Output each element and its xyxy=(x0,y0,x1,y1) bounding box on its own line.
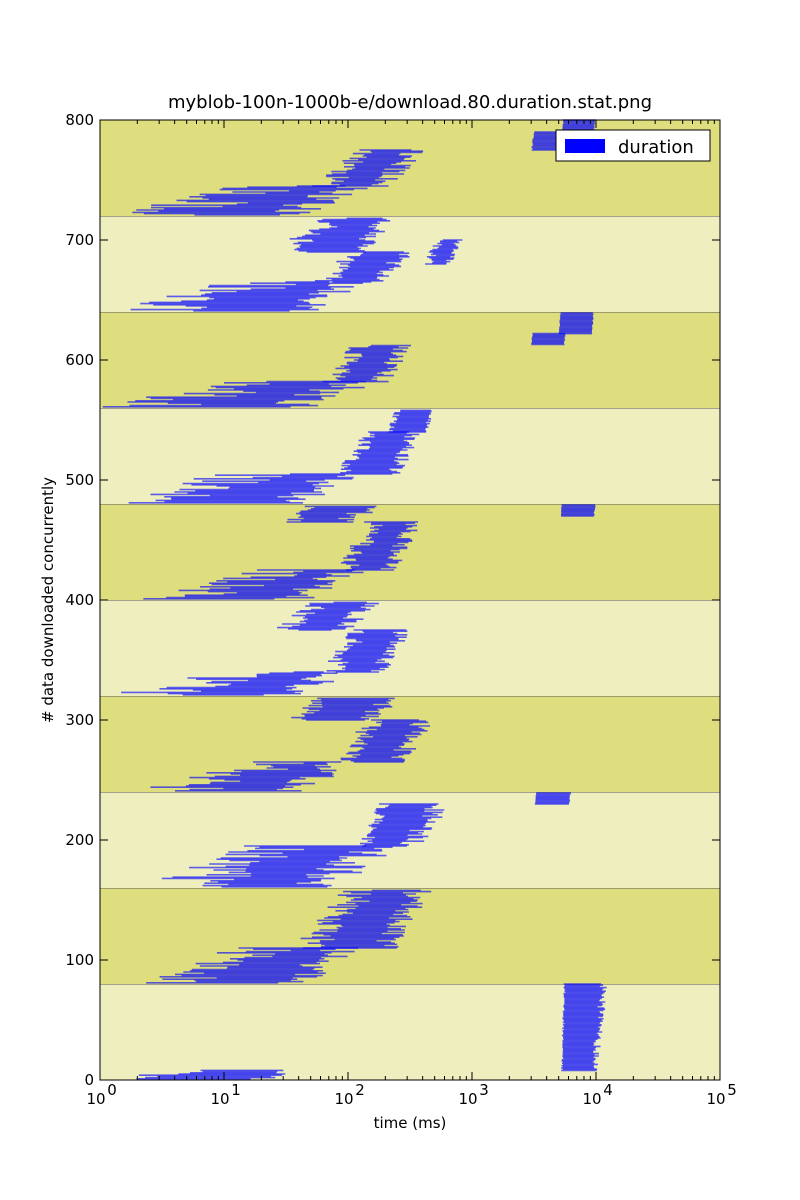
y-tick-label: 400 xyxy=(65,591,94,609)
background-bands xyxy=(100,119,720,1080)
legend-label: duration xyxy=(618,137,694,158)
chart-title: myblob-100n-1000b-e/download.80.duration… xyxy=(168,92,652,113)
x-tick-label: 10 xyxy=(458,1090,477,1108)
x-axis-ticks: 10 0 10 1 10 2 10 3 10 4 10 5 xyxy=(86,120,737,1108)
x-tick-label: 10 xyxy=(334,1090,353,1108)
band xyxy=(100,216,720,312)
x-tick-label: 10 xyxy=(706,1090,725,1108)
band xyxy=(100,312,720,408)
x-tick-label: 10 xyxy=(582,1090,601,1108)
x-tick-exponent: 1 xyxy=(231,1081,241,1099)
y-axis-ticks: 0 100 200 300 400 500 600 700 800 xyxy=(65,111,720,1089)
x-tick-exponent: 3 xyxy=(479,1081,489,1099)
y-tick-label: 700 xyxy=(65,231,94,249)
duration-bars xyxy=(102,119,607,1080)
y-tick-label: 300 xyxy=(65,711,94,729)
x-tick-label: 10 xyxy=(86,1090,105,1108)
y-tick-label: 100 xyxy=(65,951,94,969)
legend-swatch xyxy=(565,139,605,153)
band xyxy=(100,504,720,600)
band xyxy=(100,600,720,696)
y-axis-label: # data downloaded concurrently xyxy=(39,477,57,723)
y-tick-label: 500 xyxy=(65,471,94,489)
y-tick-label: 0 xyxy=(84,1071,94,1089)
x-axis-label: time (ms) xyxy=(374,1114,447,1132)
x-tick-label: 10 xyxy=(210,1090,229,1108)
x-tick-exponent: 0 xyxy=(107,1081,117,1099)
y-tick-label: 200 xyxy=(65,831,94,849)
legend: duration xyxy=(555,129,711,162)
x-tick-exponent: 2 xyxy=(355,1081,365,1099)
y-tick-label: 800 xyxy=(65,111,94,129)
band xyxy=(100,984,720,1080)
band xyxy=(100,696,720,792)
y-tick-label: 600 xyxy=(65,351,94,369)
x-tick-exponent: 5 xyxy=(727,1081,737,1099)
x-tick-exponent: 4 xyxy=(603,1081,613,1099)
